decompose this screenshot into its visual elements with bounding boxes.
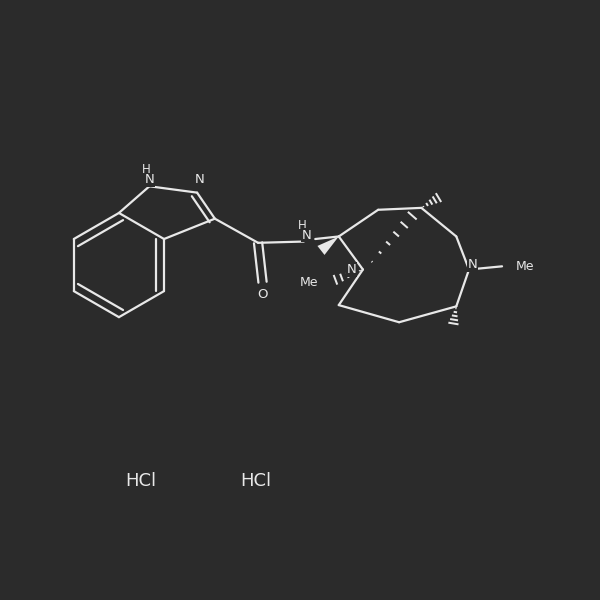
Text: O: O	[257, 289, 268, 301]
Text: N: N	[145, 173, 154, 187]
Text: H: H	[142, 163, 151, 176]
Text: HCl: HCl	[125, 472, 157, 490]
Polygon shape	[317, 236, 339, 255]
Text: N: N	[347, 263, 356, 276]
Text: N: N	[195, 173, 205, 187]
Text: H: H	[298, 219, 307, 232]
Text: N: N	[302, 229, 312, 242]
Text: Me: Me	[516, 260, 535, 273]
Text: HCl: HCl	[240, 472, 271, 490]
Text: Me: Me	[300, 276, 319, 289]
Text: N: N	[467, 258, 477, 271]
